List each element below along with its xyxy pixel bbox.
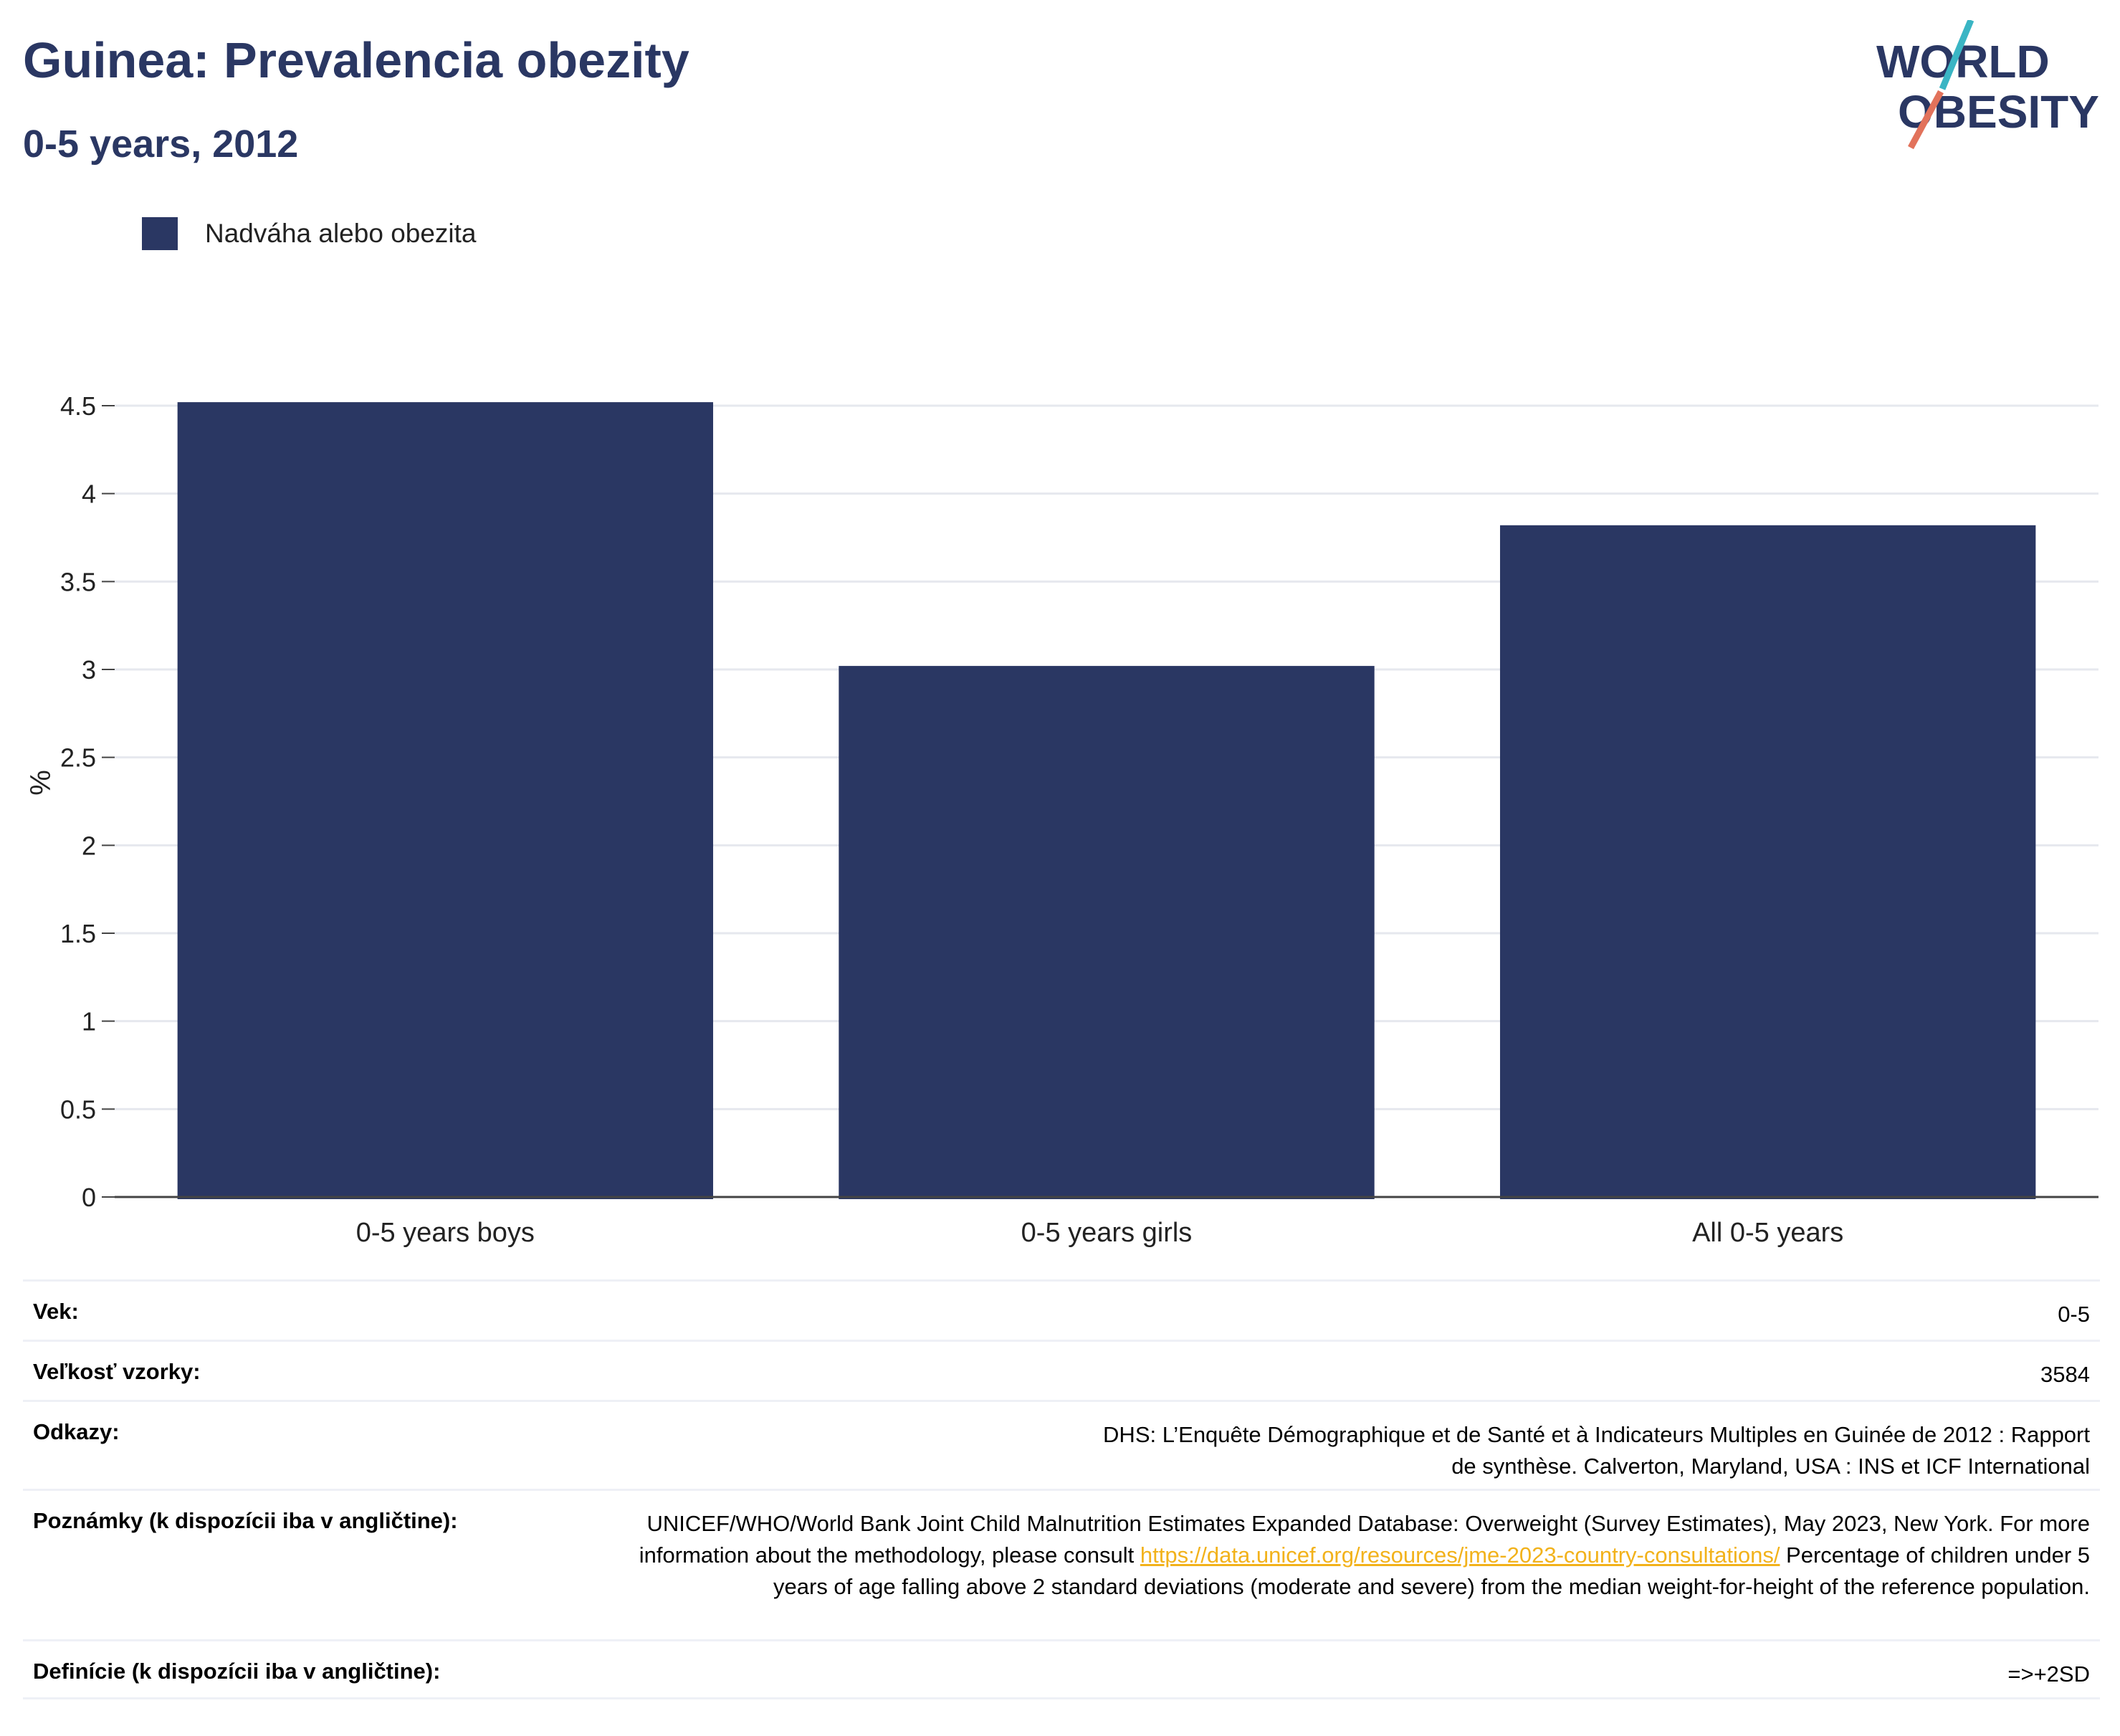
- legend-swatch: [142, 217, 178, 250]
- y-tick-label: 3: [82, 655, 96, 685]
- meta-row-sample: Veľkosť vzorky: 3584: [23, 1340, 2100, 1400]
- meta-notes-label: Poznámky (k dispozícii iba v angličtine)…: [33, 1508, 458, 1533]
- y-tick-label: 4: [82, 480, 96, 509]
- axes: 0 0.5 1 1.5 2 2.5 3 3.5 4 4.5 0-5 years boys 0-5 ye…: [25, 391, 2098, 1248]
- bar-chart: 0 0.5 1 1.5 2 2.5 3 3.5 4 4.5 0-5 years boys 0-5 ye…: [25, 391, 2098, 1248]
- y-tick-label: 1: [82, 1007, 96, 1036]
- bar: [839, 666, 1375, 1199]
- x-tick-label: All 0-5 years: [1692, 1218, 1843, 1248]
- y-tick-label: 2: [82, 831, 96, 860]
- y-tick-label: 4.5: [60, 391, 96, 421]
- meta-sample-value: 3584: [2040, 1362, 2090, 1387]
- meta-defs-value: =>+2SD: [2007, 1661, 2090, 1687]
- bars: [177, 402, 2036, 1200]
- bar: [1499, 525, 2036, 1199]
- meta-row-refs: Odkazy: DHS: L’Enquête Démographique et …: [23, 1400, 2100, 1489]
- logo-slash-top: [1939, 20, 1975, 90]
- meta-age-value: 0-5: [2058, 1302, 2090, 1327]
- meta-notes-text: UNICEF/WHO/World Bank Joint Child Malnut…: [639, 1511, 2090, 1568]
- world-obesity-logo: WORLD OBESITY: [1876, 20, 2099, 150]
- x-tick-label: 0-5 years girls: [1021, 1218, 1193, 1248]
- meta-notes-value: UNICEF/WHO/World Bank Joint Child Malnut…: [578, 1508, 2090, 1603]
- chart-title: Guinea: Prevalencia obezity: [23, 32, 689, 88]
- meta-sample-label: Veľkosť vzorky:: [33, 1359, 201, 1384]
- meta-notes-text-2: Percentage of children under 5 years of …: [773, 1542, 2090, 1599]
- meta-notes-link[interactable]: https://data.unicef.org/resources/jme-20…: [1140, 1542, 1780, 1568]
- legend-label: Nadváha alebo obezita: [205, 219, 477, 248]
- meta-refs-label: Odkazy:: [33, 1419, 120, 1444]
- meta-row-defs: Definície (k dispozícii iba v angličtine…: [23, 1639, 2100, 1699]
- x-tick-label: 0-5 years boys: [356, 1218, 535, 1248]
- metadata-table: Vek: 0-5 Veľkosť vzorky: 3584 Odkazy: DH…: [23, 1279, 2100, 1699]
- y-tick-label: 0.5: [60, 1094, 96, 1124]
- meta-refs-value: DHS: L’Enquête Démographique et de Santé…: [1103, 1422, 2090, 1479]
- y-tick-label: 1.5: [60, 919, 96, 948]
- meta-age-label: Vek:: [33, 1299, 79, 1324]
- y-tick-label: 2.5: [60, 743, 96, 773]
- y-tick-label: 0: [82, 1183, 96, 1212]
- y-tick-label: 3.5: [60, 567, 96, 596]
- meta-defs-label: Definície (k dispozícii iba v angličtine…: [33, 1659, 441, 1684]
- bar: [177, 402, 714, 1200]
- chart-subtitle: 0-5 years, 2012: [23, 123, 299, 166]
- meta-row-age: Vek: 0-5: [23, 1279, 2100, 1340]
- y-axis-label: %: [25, 770, 57, 796]
- legend[interactable]: Nadváha alebo obezita: [142, 215, 477, 252]
- meta-row-notes: Poznámky (k dispozícii iba v angličtine)…: [23, 1489, 2100, 1639]
- logo-slash-bottom: [1908, 90, 1944, 150]
